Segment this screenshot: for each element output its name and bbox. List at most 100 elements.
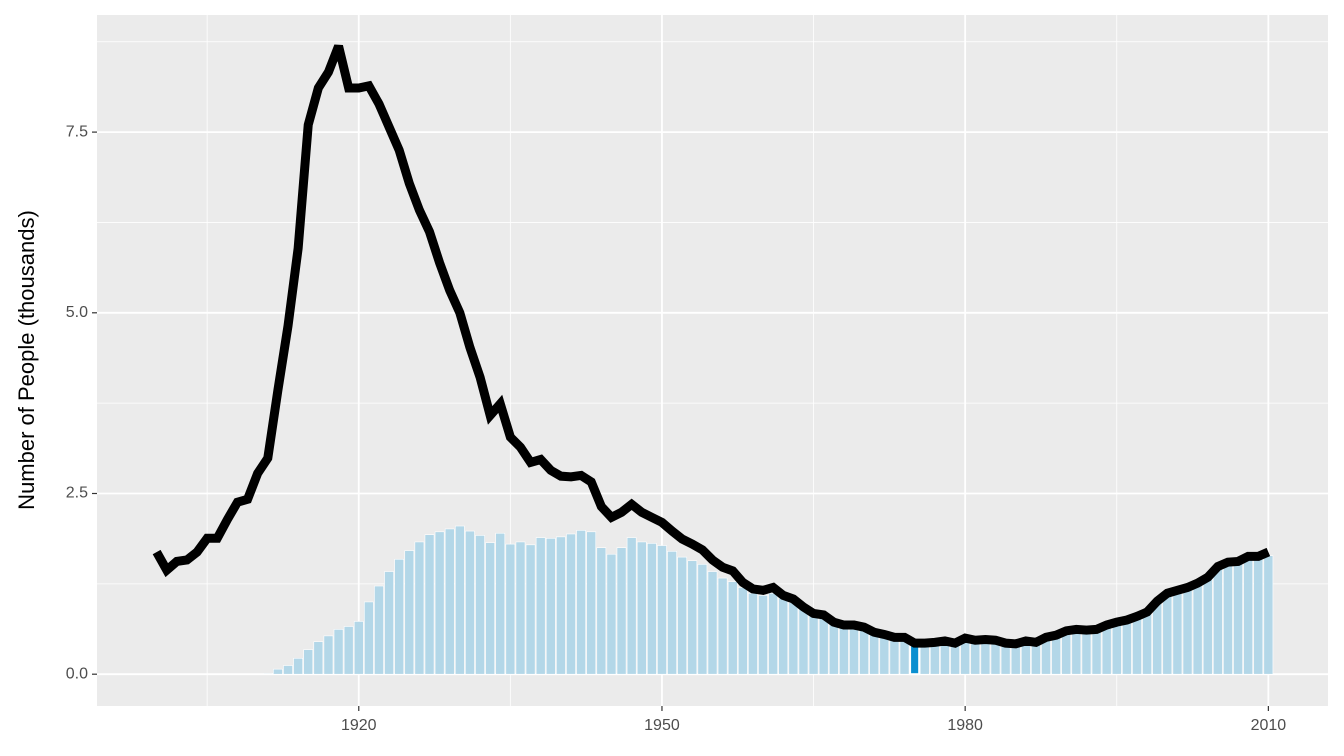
bar [1031,642,1041,675]
y-tick-label: 2.5 [66,485,88,502]
bar [1152,600,1163,675]
bar [1111,621,1122,675]
bar [1091,629,1102,675]
bar [596,547,607,675]
bar [647,543,657,675]
bar [737,587,748,675]
bar [293,657,303,675]
bar [485,542,495,675]
bar [576,530,586,675]
bar [434,531,445,675]
bar [667,551,677,675]
bar [1243,556,1254,675]
x-tick-label: 1920 [341,717,377,734]
bar [950,642,960,675]
bar [374,585,384,675]
bar [303,649,314,675]
bar [1101,624,1112,675]
bar [1162,592,1173,675]
bar [758,595,768,675]
bar [1010,643,1021,675]
bar [566,533,576,675]
bar [636,541,647,675]
bar [839,625,849,675]
bar [556,536,566,675]
bar [1071,629,1082,675]
bar [717,577,728,675]
bar [475,535,485,675]
bar [748,592,758,675]
x-tick-label: 2010 [1251,717,1287,734]
bar [1253,556,1264,675]
bar [869,631,880,675]
bar [677,556,688,675]
bar [1202,577,1213,675]
bar [313,641,324,675]
bar [859,627,869,675]
bar [454,525,465,675]
bar [283,665,293,675]
bar [930,642,940,675]
bar [919,642,930,675]
bar [1081,629,1092,675]
line [152,44,1271,649]
bar [606,553,617,675]
bar [586,531,597,675]
y-tick-label: 5.0 [66,304,88,321]
bar [424,534,435,675]
bar [626,537,637,675]
bar [707,571,718,675]
bar [515,541,526,675]
bar [414,541,425,675]
bar [323,635,334,675]
bar [687,560,698,675]
bar [262,673,273,675]
bar [1263,555,1274,675]
bar [1172,590,1183,675]
bar [1212,566,1223,675]
bar [616,547,627,675]
bar [505,543,516,675]
bar [808,613,819,675]
bar [333,629,344,675]
bar [465,530,475,675]
bar [727,581,738,675]
bar [353,621,364,675]
bar [545,538,556,675]
bar [818,616,829,675]
bar [343,626,354,675]
bar [697,564,708,675]
y-tick-label: 7.5 [66,123,88,140]
bar [364,601,374,675]
bar [798,607,809,675]
bar [980,639,991,675]
bar [273,668,283,675]
x-tick-label: 1950 [644,717,680,734]
bar [889,637,900,675]
y-axis-label: Number of People (thousands) [14,210,39,510]
bar [657,545,667,675]
bar [404,550,415,675]
bar [1061,630,1072,675]
bar [828,621,839,675]
bar [1223,561,1233,675]
bar [778,598,789,675]
bar [384,571,394,675]
bar [495,532,506,675]
bar [1051,634,1061,675]
x-tick-label: 1980 [947,717,983,734]
bar [1122,619,1132,675]
bar [1233,561,1243,675]
bar [525,544,536,675]
bar [1142,611,1152,675]
bar [849,625,859,675]
bar [879,634,890,675]
bar [444,528,455,675]
bar [970,639,981,675]
bar [909,642,921,676]
bar [1192,582,1203,675]
bar [394,558,405,675]
bar [535,537,546,675]
